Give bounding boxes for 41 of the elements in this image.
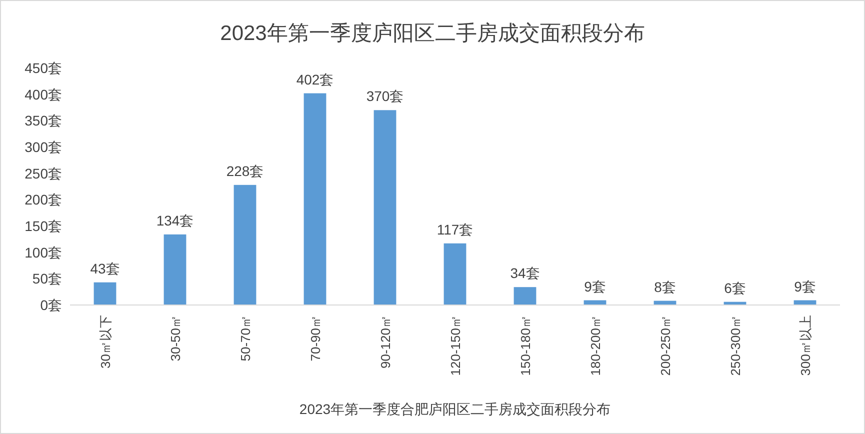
x-tick-label: 300㎡以上 — [798, 315, 813, 376]
y-tick-label: 300套 — [24, 139, 62, 155]
data-label: 117套 — [436, 221, 474, 238]
y-tick-label: 200套 — [24, 192, 62, 208]
data-label: 34套 — [510, 265, 540, 282]
data-label: 43套 — [90, 260, 120, 276]
y-tick-label: 50套 — [32, 270, 62, 287]
y-tick-label: 250套 — [24, 165, 62, 182]
data-label: 9套 — [584, 278, 606, 294]
data-label: 8套 — [654, 278, 676, 295]
x-tick-label: 200-250㎡ — [658, 315, 673, 376]
data-label: 402套 — [296, 71, 334, 88]
bar — [304, 93, 326, 305]
data-label: 6套 — [724, 280, 746, 296]
bar — [514, 287, 536, 305]
x-axis-title: 2023年第一季度合肥庐阳区二手房成交面积段分布 — [299, 401, 611, 417]
bar — [94, 282, 116, 305]
x-tick-label: 90-120㎡ — [378, 315, 393, 368]
x-tick-label: 50-70㎡ — [238, 315, 253, 362]
y-tick-label: 100套 — [24, 244, 62, 260]
data-label: 134套 — [156, 212, 194, 228]
y-tick-label: 450套 — [24, 60, 62, 76]
y-tick-label: 350套 — [24, 112, 62, 129]
y-tick-label: 150套 — [24, 218, 62, 234]
bar — [164, 234, 186, 305]
data-label: 9套 — [794, 278, 816, 294]
x-tick-label: 30-50㎡ — [168, 315, 183, 362]
data-label: 228套 — [226, 162, 264, 179]
x-tick-label: 30㎡以下 — [98, 315, 113, 368]
bar — [374, 110, 396, 305]
x-tick-label: 120-150㎡ — [448, 315, 463, 376]
x-tick-label: 150-180㎡ — [518, 315, 533, 376]
x-tick-label: 70-90㎡ — [308, 315, 323, 362]
x-tick-label: 250-300㎡ — [728, 315, 743, 376]
x-tick-label: 180-200㎡ — [588, 315, 603, 376]
bar — [234, 184, 256, 305]
bar — [444, 243, 466, 305]
data-label: 370套 — [366, 88, 404, 104]
y-tick-label: 400套 — [24, 86, 62, 102]
y-tick-label: 0套 — [40, 297, 62, 313]
chart-title: 2023年第一季度庐阳区二手房成交面积段分布 — [220, 22, 645, 45]
